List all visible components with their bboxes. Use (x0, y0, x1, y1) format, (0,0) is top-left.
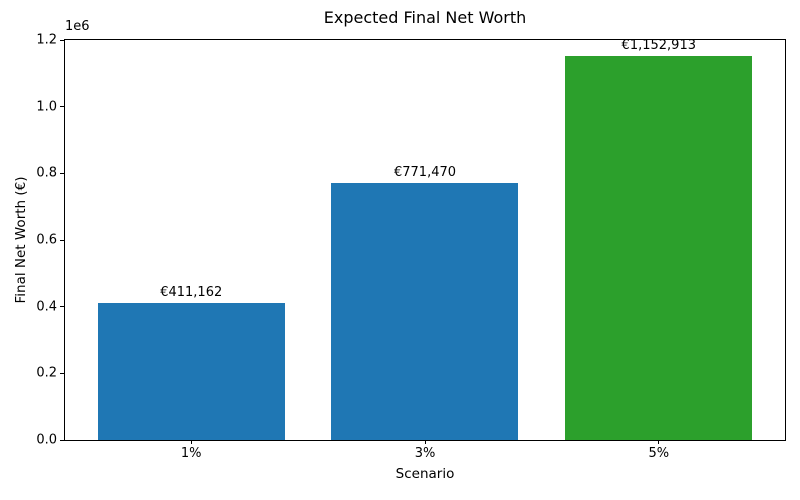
y-tick-mark (60, 172, 64, 174)
bar-value-label: €411,162 (160, 284, 223, 300)
bar-1% (97, 302, 285, 440)
bar-5% (565, 55, 753, 440)
x-tick-label-3%: 3% (414, 446, 436, 461)
y-tick-mark (60, 306, 64, 308)
x-tick-label-5%: 5% (648, 446, 670, 461)
bar-3% (331, 182, 519, 440)
y-axis-label: Final Net Worth (€) (13, 176, 29, 304)
y-tick-label: 0.8 (36, 165, 57, 181)
x-tick-mark (424, 440, 426, 444)
y-tick-mark (60, 372, 64, 374)
chart-title: Expected Final Net Worth (323, 8, 527, 27)
y-tick-label: 1.2 (36, 32, 57, 48)
y-tick-mark (60, 39, 64, 41)
y-tick-label: 0.2 (36, 365, 57, 381)
y-tick-label: 0.0 (36, 432, 57, 448)
x-axis-label: Scenario (395, 466, 455, 482)
y-tick-label: 0.6 (36, 232, 57, 248)
y-tick-mark (60, 239, 64, 241)
x-tick-label-1%: 1% (180, 446, 202, 461)
y-axis-offset-text: 1e6 (65, 19, 90, 34)
y-tick-label: 0.4 (36, 299, 57, 315)
y-tick-label: 1.0 (36, 99, 57, 115)
x-tick-mark (190, 440, 192, 444)
bar-value-label: €1,152,913 (621, 37, 696, 53)
y-tick-mark (60, 439, 64, 441)
bar-value-label: €771,470 (393, 164, 457, 180)
x-tick-mark (658, 440, 660, 444)
y-tick-mark (60, 106, 64, 108)
plot-area: 0.0 0.2 0.4 0.6 0.8 1.0 1.2 €411,162 1% €771,470 3… (36, 34, 786, 460)
